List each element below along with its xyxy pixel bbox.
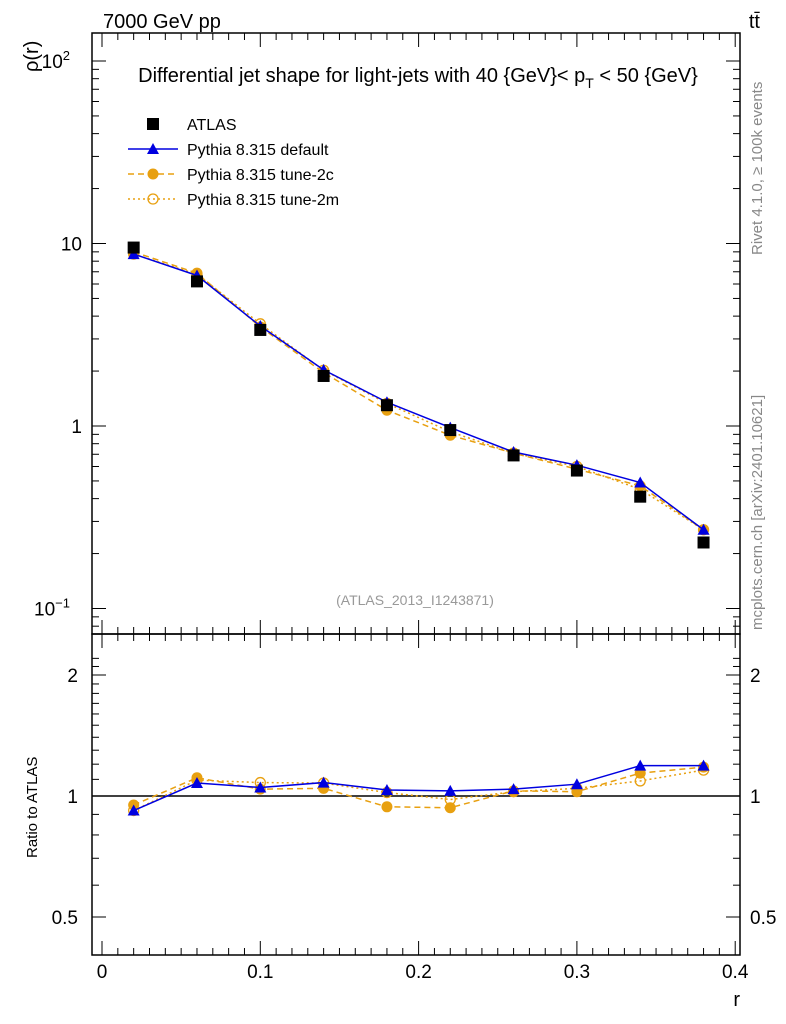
x-tick-label: 0.4 — [722, 962, 749, 983]
x-tick-label: 0.1 — [247, 962, 273, 983]
y-tick-label: 10−1 — [34, 596, 70, 621]
ratio-frame — [91, 633, 741, 956]
ratio-y-tick-label: 0.5 — [52, 908, 78, 929]
ratio-tune-2c-point — [381, 801, 393, 813]
atlas-point — [697, 536, 710, 549]
atlas-point — [127, 241, 140, 254]
ratio-y-tick-label: 1 — [750, 787, 761, 808]
ratio-tune-2m-line — [133, 769, 704, 812]
ratio-y-tick-label: 2 — [750, 666, 761, 687]
legend-marker — [147, 143, 159, 154]
atlas-point — [254, 323, 267, 336]
default-line — [133, 253, 704, 531]
atlas-point — [444, 424, 457, 437]
atlas-point — [317, 369, 330, 382]
ratio-default-line — [133, 764, 704, 812]
ratio-tune-2c-line — [133, 766, 704, 809]
tune-2m-line — [133, 253, 704, 531]
legend-marker — [147, 193, 159, 205]
process-label: tt̄ — [749, 11, 761, 33]
ratio-default-point — [254, 781, 267, 793]
rivet-label: Rivet 4.1.0, ≥ 100k events — [749, 82, 766, 255]
y-tick-label: 1 — [71, 417, 82, 438]
ratio-default-point — [317, 776, 330, 788]
atlas-point — [380, 399, 393, 412]
legend-entry: Pythia 8.315 tune-2m — [187, 192, 339, 209]
title-main: Differential jet shape for light-jets wi… — [138, 65, 585, 87]
default-point — [634, 476, 647, 488]
title-sub: T — [585, 75, 594, 91]
legend-entry: Pythia 8.315 default — [187, 142, 329, 159]
analysis-id: (ATLAS_2013_I1243871) — [336, 592, 494, 608]
main-title: Differential jet shape for light-jets wi… — [138, 65, 698, 91]
ratio-default-point — [507, 783, 520, 795]
legend-marker — [147, 168, 159, 180]
y-tick-label: 10 — [61, 235, 82, 256]
ratio-default-point — [697, 759, 710, 771]
ratio-y-tick-label: 2 — [67, 666, 78, 687]
atlas-point — [570, 464, 583, 477]
legend-marker — [147, 118, 159, 130]
energy-label: 7000 GeV pp — [103, 11, 221, 33]
x-tick-label: 0.3 — [564, 962, 590, 983]
ratio-y-tick-label: 0.5 — [750, 908, 776, 929]
x-tick-label: 0 — [97, 962, 108, 983]
legend-entry: ATLAS — [187, 117, 237, 134]
atlas-point — [190, 275, 203, 288]
title-tail: < 50 {GeV} — [594, 65, 698, 87]
ratio-default-point — [380, 783, 393, 795]
atlas-point — [507, 449, 520, 462]
mcplots-label: mcplots.cern.ch [arXiv:2401.10621] — [749, 395, 766, 630]
ratio-default-point — [190, 777, 203, 789]
tune-2c-line — [133, 251, 704, 531]
ratio-default-point — [127, 804, 140, 816]
atlas-point — [634, 490, 647, 503]
x-axis-label: r — [733, 989, 740, 1011]
ratio-default-point — [444, 784, 457, 796]
y-axis-label-ratio: Ratio to ATLAS — [24, 757, 41, 858]
legend-entry: Pythia 8.315 tune-2c — [187, 167, 334, 184]
ratio-default-point — [634, 759, 647, 771]
y-tick-label: 102 — [42, 48, 70, 73]
default-point — [697, 523, 710, 535]
default-point — [127, 248, 140, 260]
ratio-default-point — [570, 778, 583, 790]
ratio-y-tick-label: 1 — [67, 787, 78, 808]
y-axis-label-main: ρ(r) — [21, 41, 43, 72]
ratio-tune-2c-point — [444, 802, 456, 814]
x-tick-label: 0.2 — [405, 962, 431, 983]
